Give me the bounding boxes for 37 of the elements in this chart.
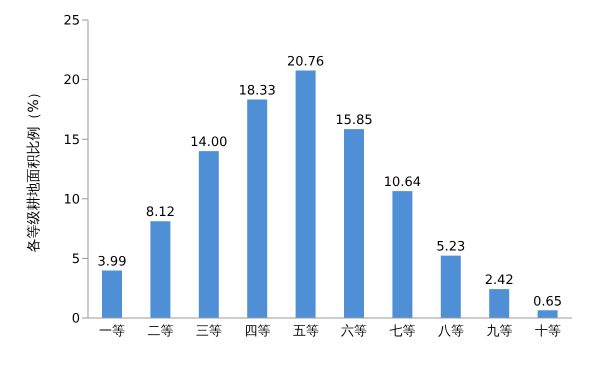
x-tick-label: 十等 bbox=[534, 324, 561, 340]
data-label: 2.42 bbox=[484, 273, 514, 288]
data-label: 8.12 bbox=[146, 205, 175, 220]
x-tick-label: 六等 bbox=[341, 324, 368, 340]
bar bbox=[344, 129, 364, 318]
data-label: 14.00 bbox=[190, 135, 228, 150]
bar bbox=[440, 256, 461, 318]
bar bbox=[198, 151, 219, 318]
bar bbox=[102, 270, 122, 318]
x-tick-label: 二等 bbox=[148, 324, 174, 340]
data-label: 0.65 bbox=[533, 294, 562, 310]
bar bbox=[489, 289, 510, 318]
y-tick-label: 15 bbox=[63, 132, 80, 148]
bar bbox=[392, 191, 412, 318]
data-label: 15.85 bbox=[335, 113, 373, 128]
bar bbox=[538, 310, 558, 318]
y-tick-label: 0 bbox=[72, 312, 80, 327]
x-tick-label: 三等 bbox=[196, 324, 222, 340]
y-axis-title: 各等级耕地面积比例（%） bbox=[26, 85, 42, 253]
data-label: 3.99 bbox=[98, 254, 126, 270]
x-tick-label: 七等 bbox=[390, 324, 416, 340]
data-label: 20.76 bbox=[286, 54, 324, 70]
data-label: 10.64 bbox=[384, 175, 422, 190]
x-tick-label: 四等 bbox=[244, 324, 270, 340]
bar bbox=[296, 70, 316, 318]
y-tick-label: 20 bbox=[63, 73, 80, 88]
bar bbox=[150, 221, 170, 318]
y-tick-label: 5 bbox=[72, 252, 80, 268]
data-label: 18.33 bbox=[238, 84, 276, 99]
bar bbox=[247, 100, 268, 318]
data-label: 5.23 bbox=[436, 240, 466, 255]
y-tick-label: 25 bbox=[63, 14, 80, 29]
y-tick-label: 10 bbox=[63, 192, 80, 208]
x-tick-label: 九等 bbox=[486, 324, 512, 340]
x-tick-label: 五等 bbox=[292, 324, 319, 340]
x-tick-label: 八等 bbox=[438, 324, 464, 340]
x-tick-label: 一等 bbox=[99, 324, 126, 340]
